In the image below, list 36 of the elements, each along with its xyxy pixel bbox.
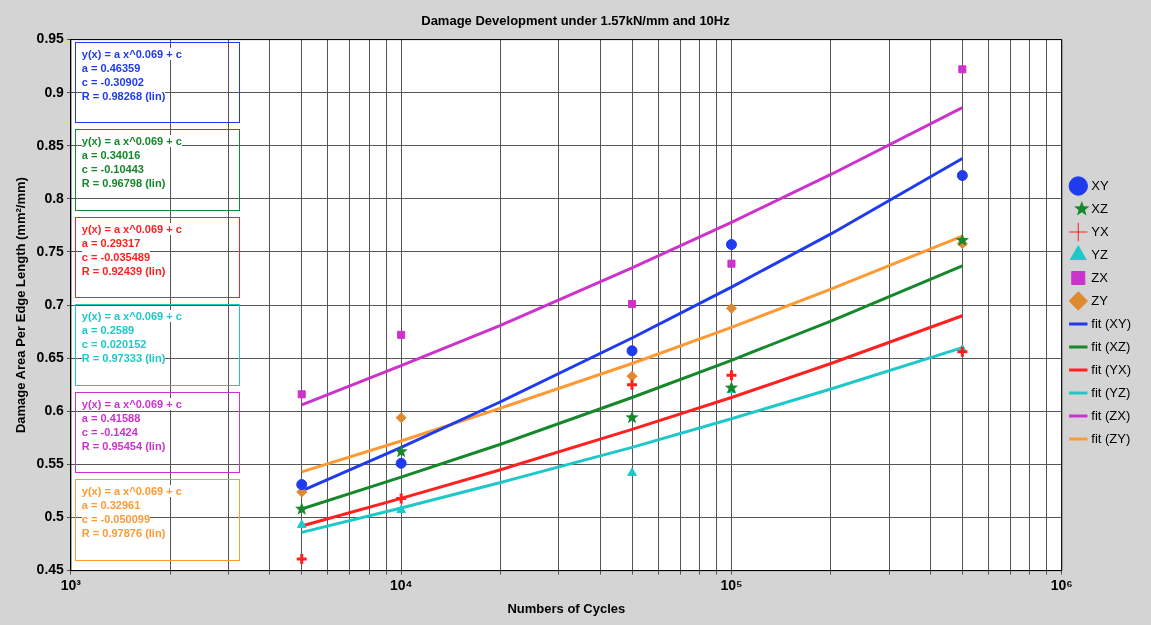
legend-label: fit (XY) <box>1091 315 1132 331</box>
legend-label: fit (XZ) <box>1091 338 1131 354</box>
legend-label: YZ <box>1091 246 1108 262</box>
x-tick-label: 10⁵ <box>720 576 743 593</box>
annotation: y(x) = a x^0.069 + c a = 0.2589 c = 0.020152 R = 0.97333 (lin) <box>81 310 182 365</box>
y-tick-label: 0.5 <box>44 508 65 525</box>
y-tick-label: 0.7 <box>44 295 65 312</box>
legend-label: XZ <box>1091 200 1108 216</box>
y-tick-label: 0.95 <box>36 30 65 47</box>
y-tick-label: 0.6 <box>44 402 65 419</box>
legend-label: ZX <box>1091 269 1109 285</box>
x-tick-label: 10⁶ <box>1050 576 1073 593</box>
y-tick-label: 0.75 <box>36 242 65 259</box>
y-tick-label: 0.8 <box>44 189 65 206</box>
legend-label: fit (YZ) <box>1091 384 1131 400</box>
annotation: y(x) = a x^0.069 + c a = 0.34016 c = -0.10443 R = 0.96798 (lin) <box>81 135 182 190</box>
legend-label: ZY <box>1091 292 1109 308</box>
legend-label: XY <box>1091 177 1109 193</box>
legend-label: YX <box>1091 223 1109 239</box>
y-tick-label: 0.85 <box>36 136 65 153</box>
y-tick-label: 0.65 <box>36 349 65 366</box>
chart-title: Damage Development under 1.57kN/mm and 10Hz <box>421 13 731 29</box>
x-tick-label: 10⁴ <box>389 576 413 593</box>
annotation: y(x) = a x^0.069 + c a = 0.46359 c = -0.30902 R = 0.98268 (lin) <box>81 47 182 102</box>
x-axis-title: Numbers of Cycles <box>507 600 626 616</box>
legend-label: fit (YX) <box>1091 361 1132 377</box>
annotation: y(x) = a x^0.069 + c a = 0.41588 c = -0.1424 R = 0.95454 (lin) <box>81 397 182 452</box>
y-tick-label: 0.55 <box>36 455 65 472</box>
x-tick-label: 10³ <box>60 576 82 593</box>
y-tick-label: 0.45 <box>36 561 65 578</box>
legend-label: fit (ZX) <box>1091 407 1131 423</box>
legend-label: fit (ZY) <box>1091 430 1131 446</box>
y-tick-label: 0.9 <box>44 83 65 100</box>
annotation: y(x) = a x^0.069 + c a = 0.32961 c = -0.050099 R = 0.97876 (lin) <box>81 485 182 540</box>
annotation: y(x) = a x^0.069 + c a = 0.29317 c = -0.035489 R = 0.92439 (lin) <box>81 222 182 277</box>
y-axis-title: Damage Area Per Edge Length (mm²/mm) <box>13 177 29 434</box>
